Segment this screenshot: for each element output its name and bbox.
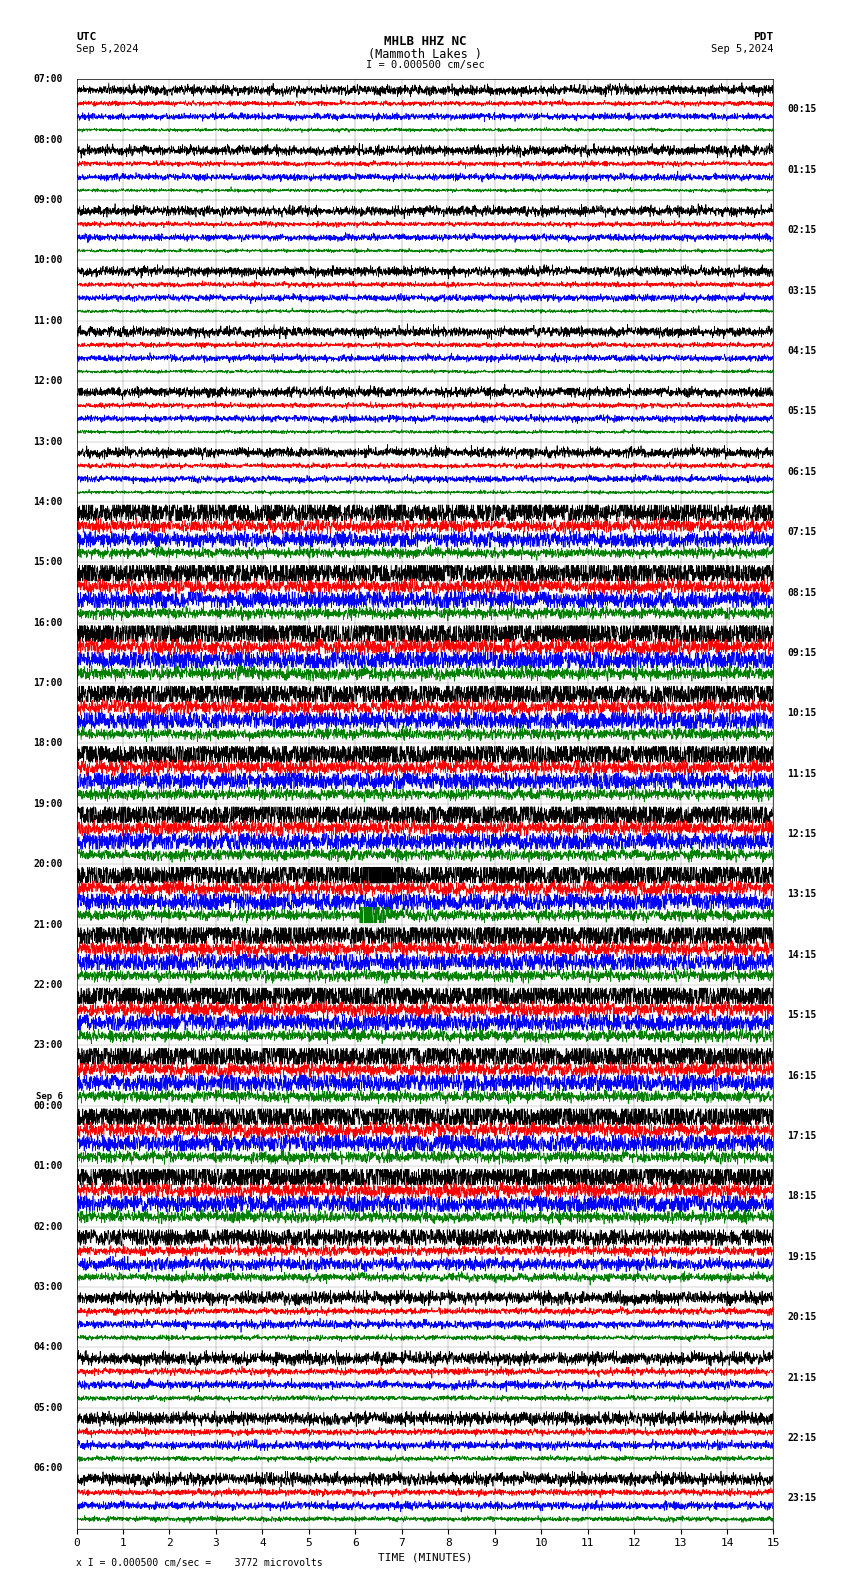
Text: UTC: UTC [76, 32, 97, 41]
Text: 03:00: 03:00 [33, 1281, 63, 1293]
Text: 10:00: 10:00 [33, 255, 63, 266]
Text: 22:15: 22:15 [787, 1434, 817, 1443]
Text: 08:15: 08:15 [787, 588, 817, 597]
Text: 17:15: 17:15 [787, 1131, 817, 1140]
Text: 21:00: 21:00 [33, 920, 63, 930]
Text: 06:15: 06:15 [787, 467, 817, 477]
Text: 09:15: 09:15 [787, 648, 817, 657]
Text: 03:15: 03:15 [787, 285, 817, 296]
Text: 21:15: 21:15 [787, 1373, 817, 1383]
Text: 07:00: 07:00 [33, 74, 63, 84]
X-axis label: TIME (MINUTES): TIME (MINUTES) [377, 1552, 473, 1562]
Text: 06:00: 06:00 [33, 1464, 63, 1473]
Text: 20:00: 20:00 [33, 859, 63, 870]
Text: 00:15: 00:15 [787, 105, 817, 114]
Text: 15:15: 15:15 [787, 1011, 817, 1020]
Text: 00:00: 00:00 [33, 1101, 63, 1110]
Text: 20:15: 20:15 [787, 1312, 817, 1323]
Text: x I = 0.000500 cm/sec =    3772 microvolts: x I = 0.000500 cm/sec = 3772 microvolts [76, 1559, 323, 1568]
Text: 01:15: 01:15 [787, 165, 817, 174]
Text: 02:00: 02:00 [33, 1221, 63, 1232]
Text: 04:15: 04:15 [787, 345, 817, 356]
Text: 19:15: 19:15 [787, 1251, 817, 1262]
Text: 15:00: 15:00 [33, 558, 63, 567]
Text: Sep 5,2024: Sep 5,2024 [711, 44, 774, 54]
Text: 14:15: 14:15 [787, 950, 817, 960]
Text: 13:15: 13:15 [787, 890, 817, 900]
Text: Sep 6: Sep 6 [36, 1091, 63, 1101]
Text: 07:15: 07:15 [787, 527, 817, 537]
Text: 02:15: 02:15 [787, 225, 817, 234]
Text: (Mammoth Lakes ): (Mammoth Lakes ) [368, 48, 482, 60]
Text: 09:00: 09:00 [33, 195, 63, 204]
Text: 01:00: 01:00 [33, 1161, 63, 1171]
Text: PDT: PDT [753, 32, 774, 41]
Text: MHLB HHZ NC: MHLB HHZ NC [383, 35, 467, 48]
Text: 22:00: 22:00 [33, 980, 63, 990]
Text: 13:00: 13:00 [33, 437, 63, 447]
Text: 11:00: 11:00 [33, 315, 63, 326]
Text: 11:15: 11:15 [787, 768, 817, 779]
Text: 23:00: 23:00 [33, 1041, 63, 1050]
Text: 17:00: 17:00 [33, 678, 63, 687]
Text: 05:00: 05:00 [33, 1403, 63, 1413]
Text: 12:00: 12:00 [33, 375, 63, 386]
Text: 18:00: 18:00 [33, 738, 63, 749]
Text: 16:00: 16:00 [33, 618, 63, 627]
Text: 10:15: 10:15 [787, 708, 817, 718]
Text: 12:15: 12:15 [787, 828, 817, 840]
Text: Sep 5,2024: Sep 5,2024 [76, 44, 139, 54]
Text: 18:15: 18:15 [787, 1191, 817, 1201]
Text: 08:00: 08:00 [33, 135, 63, 144]
Text: 05:15: 05:15 [787, 407, 817, 417]
Text: 16:15: 16:15 [787, 1071, 817, 1080]
Text: 04:00: 04:00 [33, 1342, 63, 1353]
Text: 14:00: 14:00 [33, 497, 63, 507]
Text: I = 0.000500 cm/sec: I = 0.000500 cm/sec [366, 60, 484, 70]
Text: 23:15: 23:15 [787, 1494, 817, 1503]
Text: 19:00: 19:00 [33, 798, 63, 809]
